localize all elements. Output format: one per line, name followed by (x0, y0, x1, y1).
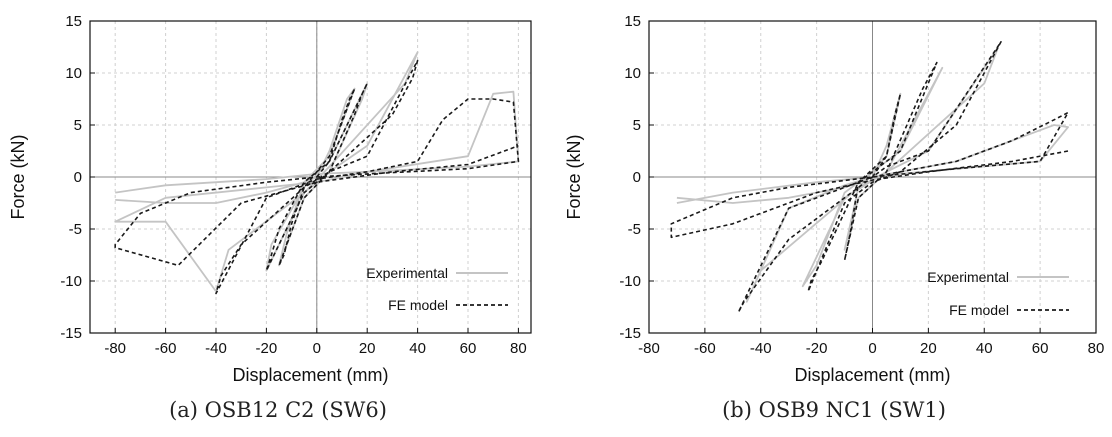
y-tick-label: 10 (624, 65, 641, 82)
x-tick-label: 80 (510, 340, 527, 357)
x-tick-label: 20 (359, 340, 376, 357)
x-tick-label: -60 (694, 340, 716, 357)
series-fe-model-b (670, 40, 1069, 314)
series-experimental-a (114, 51, 520, 293)
x-tick-label: -40 (750, 340, 772, 357)
y-tick-label: -10 (619, 273, 641, 290)
chart-a-svg: -80 -60 -40 -20 0 20 40 60 80 -15 -10 -5 0 5 10 15 Displ… (8, 13, 532, 385)
chart-b-svg: -80 -60 -40 -20 0 20 40 60 80 -15 -10 -5 0 5 10 15 Displ… (564, 13, 1105, 385)
y-tick-label: 0 (74, 169, 82, 186)
y-tick-label: -15 (60, 325, 82, 342)
legend-label-fe-model: FE model (949, 302, 1009, 318)
x-tick-label: 60 (460, 340, 477, 357)
legend-label-experimental: Experimental (927, 269, 1009, 285)
x-tick-label: -80 (638, 340, 660, 357)
chart-panel-a: -80 -60 -40 -20 0 20 40 60 80 -15 -10 -5 0 5 10 15 Displ… (8, 13, 532, 422)
y-tick-label: 5 (633, 117, 641, 134)
series-experimental-b (676, 46, 1069, 303)
y-tick-label: -5 (628, 221, 641, 238)
x-tick-label: -20 (256, 340, 278, 357)
y-tick-label: 0 (633, 169, 641, 186)
x-tick-label: 0 (313, 340, 321, 357)
y-tick-label: 10 (65, 65, 82, 82)
x-tick-label: -60 (155, 340, 177, 357)
x-tick-label: -20 (806, 340, 828, 357)
x-tick-label: 20 (920, 340, 937, 357)
caption-b: (b) OSB9 NC1 (SW1) (722, 398, 946, 422)
caption-a: (a) OSB12 C2 (SW6) (169, 398, 387, 422)
x-tick-label: -40 (205, 340, 227, 357)
y-tick-label: -5 (69, 221, 82, 238)
legend-b: Experimental FE model (927, 269, 1069, 318)
y-tick-label: -15 (619, 325, 641, 342)
x-tick-label: 40 (409, 340, 426, 357)
series-fe-model-a (114, 59, 520, 295)
y-tick-label: 5 (74, 117, 82, 134)
x-tick-label: 80 (1088, 340, 1105, 357)
x-tick-label: 60 (1032, 340, 1049, 357)
x-axis-label-a: Displacement (mm) (232, 365, 388, 385)
legend-a: Experimental FE model (366, 265, 508, 313)
y-tick-label: 15 (65, 13, 82, 30)
x-tick-label: -80 (104, 340, 126, 357)
y-tick-label: 15 (624, 13, 641, 30)
chart-panel-b: -80 -60 -40 -20 0 20 40 60 80 -15 -10 -5 0 5 10 15 Displ… (556, 0, 1112, 437)
y-tick-label: -10 (60, 273, 82, 290)
x-tick-label: 0 (868, 340, 876, 357)
x-axis-label-b: Displacement (mm) (794, 365, 950, 385)
legend-label-experimental: Experimental (366, 265, 448, 281)
y-axis-label-b: Force (kN) (564, 135, 584, 220)
y-axis-label-a: Force (kN) (8, 135, 28, 220)
legend-label-fe-model: FE model (388, 297, 448, 313)
x-tick-label: 40 (976, 340, 993, 357)
